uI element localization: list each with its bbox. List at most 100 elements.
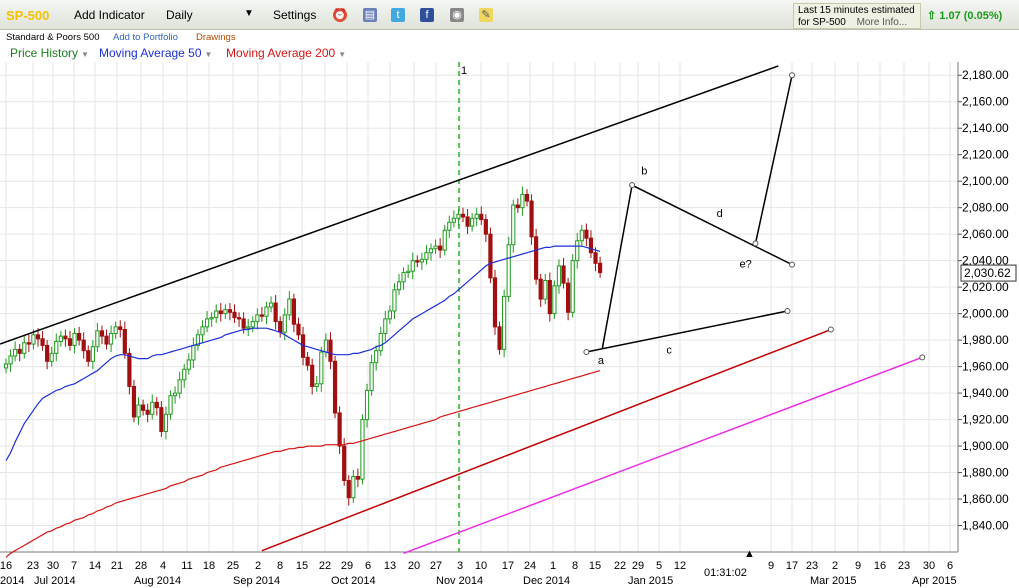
- candle-body: [109, 332, 114, 345]
- add-to-portfolio-link[interactable]: Add to Portfolio: [113, 32, 178, 43]
- candle-body: [259, 314, 265, 317]
- candle-body: [460, 213, 466, 218]
- camera-icon[interactable]: ◉: [450, 8, 464, 22]
- caret-down-icon[interactable]: ▼: [204, 50, 213, 59]
- y-tick-label: 1,920.00: [962, 413, 1009, 427]
- x-tick-label: 15: [589, 560, 601, 572]
- y-tick-label: 2,140.00: [962, 121, 1009, 135]
- y-tick-label: 1,840.00: [962, 519, 1009, 533]
- x-tick-label: 3: [457, 560, 463, 572]
- candle-body: [332, 360, 338, 414]
- x-tick-label: 23: [806, 560, 818, 572]
- notes-icon[interactable]: ✎: [479, 8, 493, 22]
- y-tick-label: 2,100.00: [962, 174, 1009, 188]
- candle-body: [195, 334, 201, 346]
- candle-body: [598, 262, 603, 274]
- y-tick-label: 1,980.00: [962, 333, 1009, 347]
- price-history-indicator[interactable]: Price History ▼: [10, 46, 89, 60]
- candle-body: [374, 350, 379, 364]
- candle-body: [236, 317, 242, 320]
- last-price-box: [960, 264, 1017, 282]
- ma50-line: [5, 245, 601, 461]
- candle-body: [538, 278, 543, 300]
- drawing-handle: [784, 307, 791, 314]
- ma50-indicator[interactable]: Moving Average 50 ▼: [99, 46, 212, 60]
- candle-body: [287, 298, 292, 316]
- symbol-field[interactable]: SP-500: [6, 8, 50, 23]
- candle-body: [223, 309, 228, 315]
- candle-body: [474, 213, 479, 219]
- wave-label: e?: [739, 258, 751, 270]
- more-info-link[interactable]: More Info...: [856, 17, 908, 28]
- candle-body: [154, 401, 159, 409]
- candle-body: [31, 334, 36, 345]
- calculator-icon[interactable]: ▤: [363, 8, 377, 22]
- candle-body: [13, 348, 18, 357]
- candle-body: [383, 318, 388, 334]
- drawing-handle: [789, 261, 796, 268]
- candle-body: [392, 289, 397, 312]
- up-arrow-icon: ⇧: [927, 10, 937, 22]
- candle-body: [561, 265, 566, 284]
- x-tick-label: 29: [341, 560, 353, 572]
- candle-body: [552, 285, 557, 315]
- candle-body: [424, 252, 429, 260]
- x-tick-label: 25: [227, 560, 239, 572]
- add-indicator-button[interactable]: Add Indicator: [74, 8, 145, 22]
- candle-body: [45, 344, 50, 362]
- month-label: Mar 2015: [810, 575, 856, 587]
- candle-body: [337, 412, 342, 447]
- drawing-handle: [789, 72, 796, 79]
- candle-body: [191, 344, 196, 361]
- x-tick-label: 8: [277, 560, 283, 572]
- alarm-clock-icon[interactable]: ⏰: [333, 8, 347, 22]
- event-marker-label: 1: [461, 65, 467, 77]
- candle-body: [342, 445, 347, 481]
- y-tick-label: 2,000.00: [962, 307, 1009, 321]
- candle-body: [99, 330, 105, 337]
- candle-body: [268, 302, 274, 308]
- candle-body: [264, 306, 269, 317]
- drawing-handle: [583, 349, 590, 356]
- y-tick-label: 1,940.00: [962, 386, 1009, 400]
- ma200-label: Moving Average 200: [226, 46, 336, 60]
- candle-body: [90, 346, 95, 362]
- candle-body: [406, 270, 411, 274]
- ma200-indicator[interactable]: Moving Average 200 ▼: [226, 46, 346, 60]
- month-label: Sep 2014: [233, 575, 280, 587]
- candle-body: [534, 236, 539, 280]
- candle-body: [218, 310, 223, 315]
- wave-label: b: [641, 166, 647, 178]
- candle-body: [451, 217, 456, 223]
- x-tick-label: 2: [255, 560, 261, 572]
- caret-down-icon[interactable]: ▼: [81, 50, 89, 59]
- candle-body: [351, 476, 356, 499]
- candle-body: [296, 323, 301, 336]
- month-label: Oct 2014: [331, 575, 376, 587]
- time-label-box: [700, 565, 748, 579]
- candle-body: [204, 318, 210, 328]
- month-label: 2014: [0, 575, 24, 587]
- candle-body: [273, 302, 278, 323]
- candle-body: [378, 332, 383, 352]
- drawings-link[interactable]: Drawings: [196, 32, 236, 43]
- caret-down-icon[interactable]: ▼: [338, 50, 347, 59]
- settings-button[interactable]: Settings: [273, 8, 317, 22]
- facebook-icon[interactable]: f: [420, 8, 434, 22]
- candle-body: [524, 193, 530, 202]
- plot-area: [0, 62, 958, 552]
- candle-body: [433, 245, 438, 250]
- x-tick-label: 24: [524, 560, 536, 572]
- twitter-icon[interactable]: t: [391, 8, 405, 22]
- candle-body: [438, 245, 443, 251]
- chevron-down-icon[interactable]: ▼: [244, 8, 254, 19]
- y-tick-label: 1,860.00: [962, 492, 1009, 506]
- candle-body: [255, 314, 260, 323]
- candle-body: [214, 310, 219, 319]
- interval-select[interactable]: Daily: [166, 8, 193, 22]
- candle-body: [26, 342, 31, 345]
- candle-body: [575, 240, 580, 262]
- candle-body: [227, 309, 233, 313]
- delay-notice: Last 15 minutes estimated for SP-500 Mor…: [793, 3, 921, 29]
